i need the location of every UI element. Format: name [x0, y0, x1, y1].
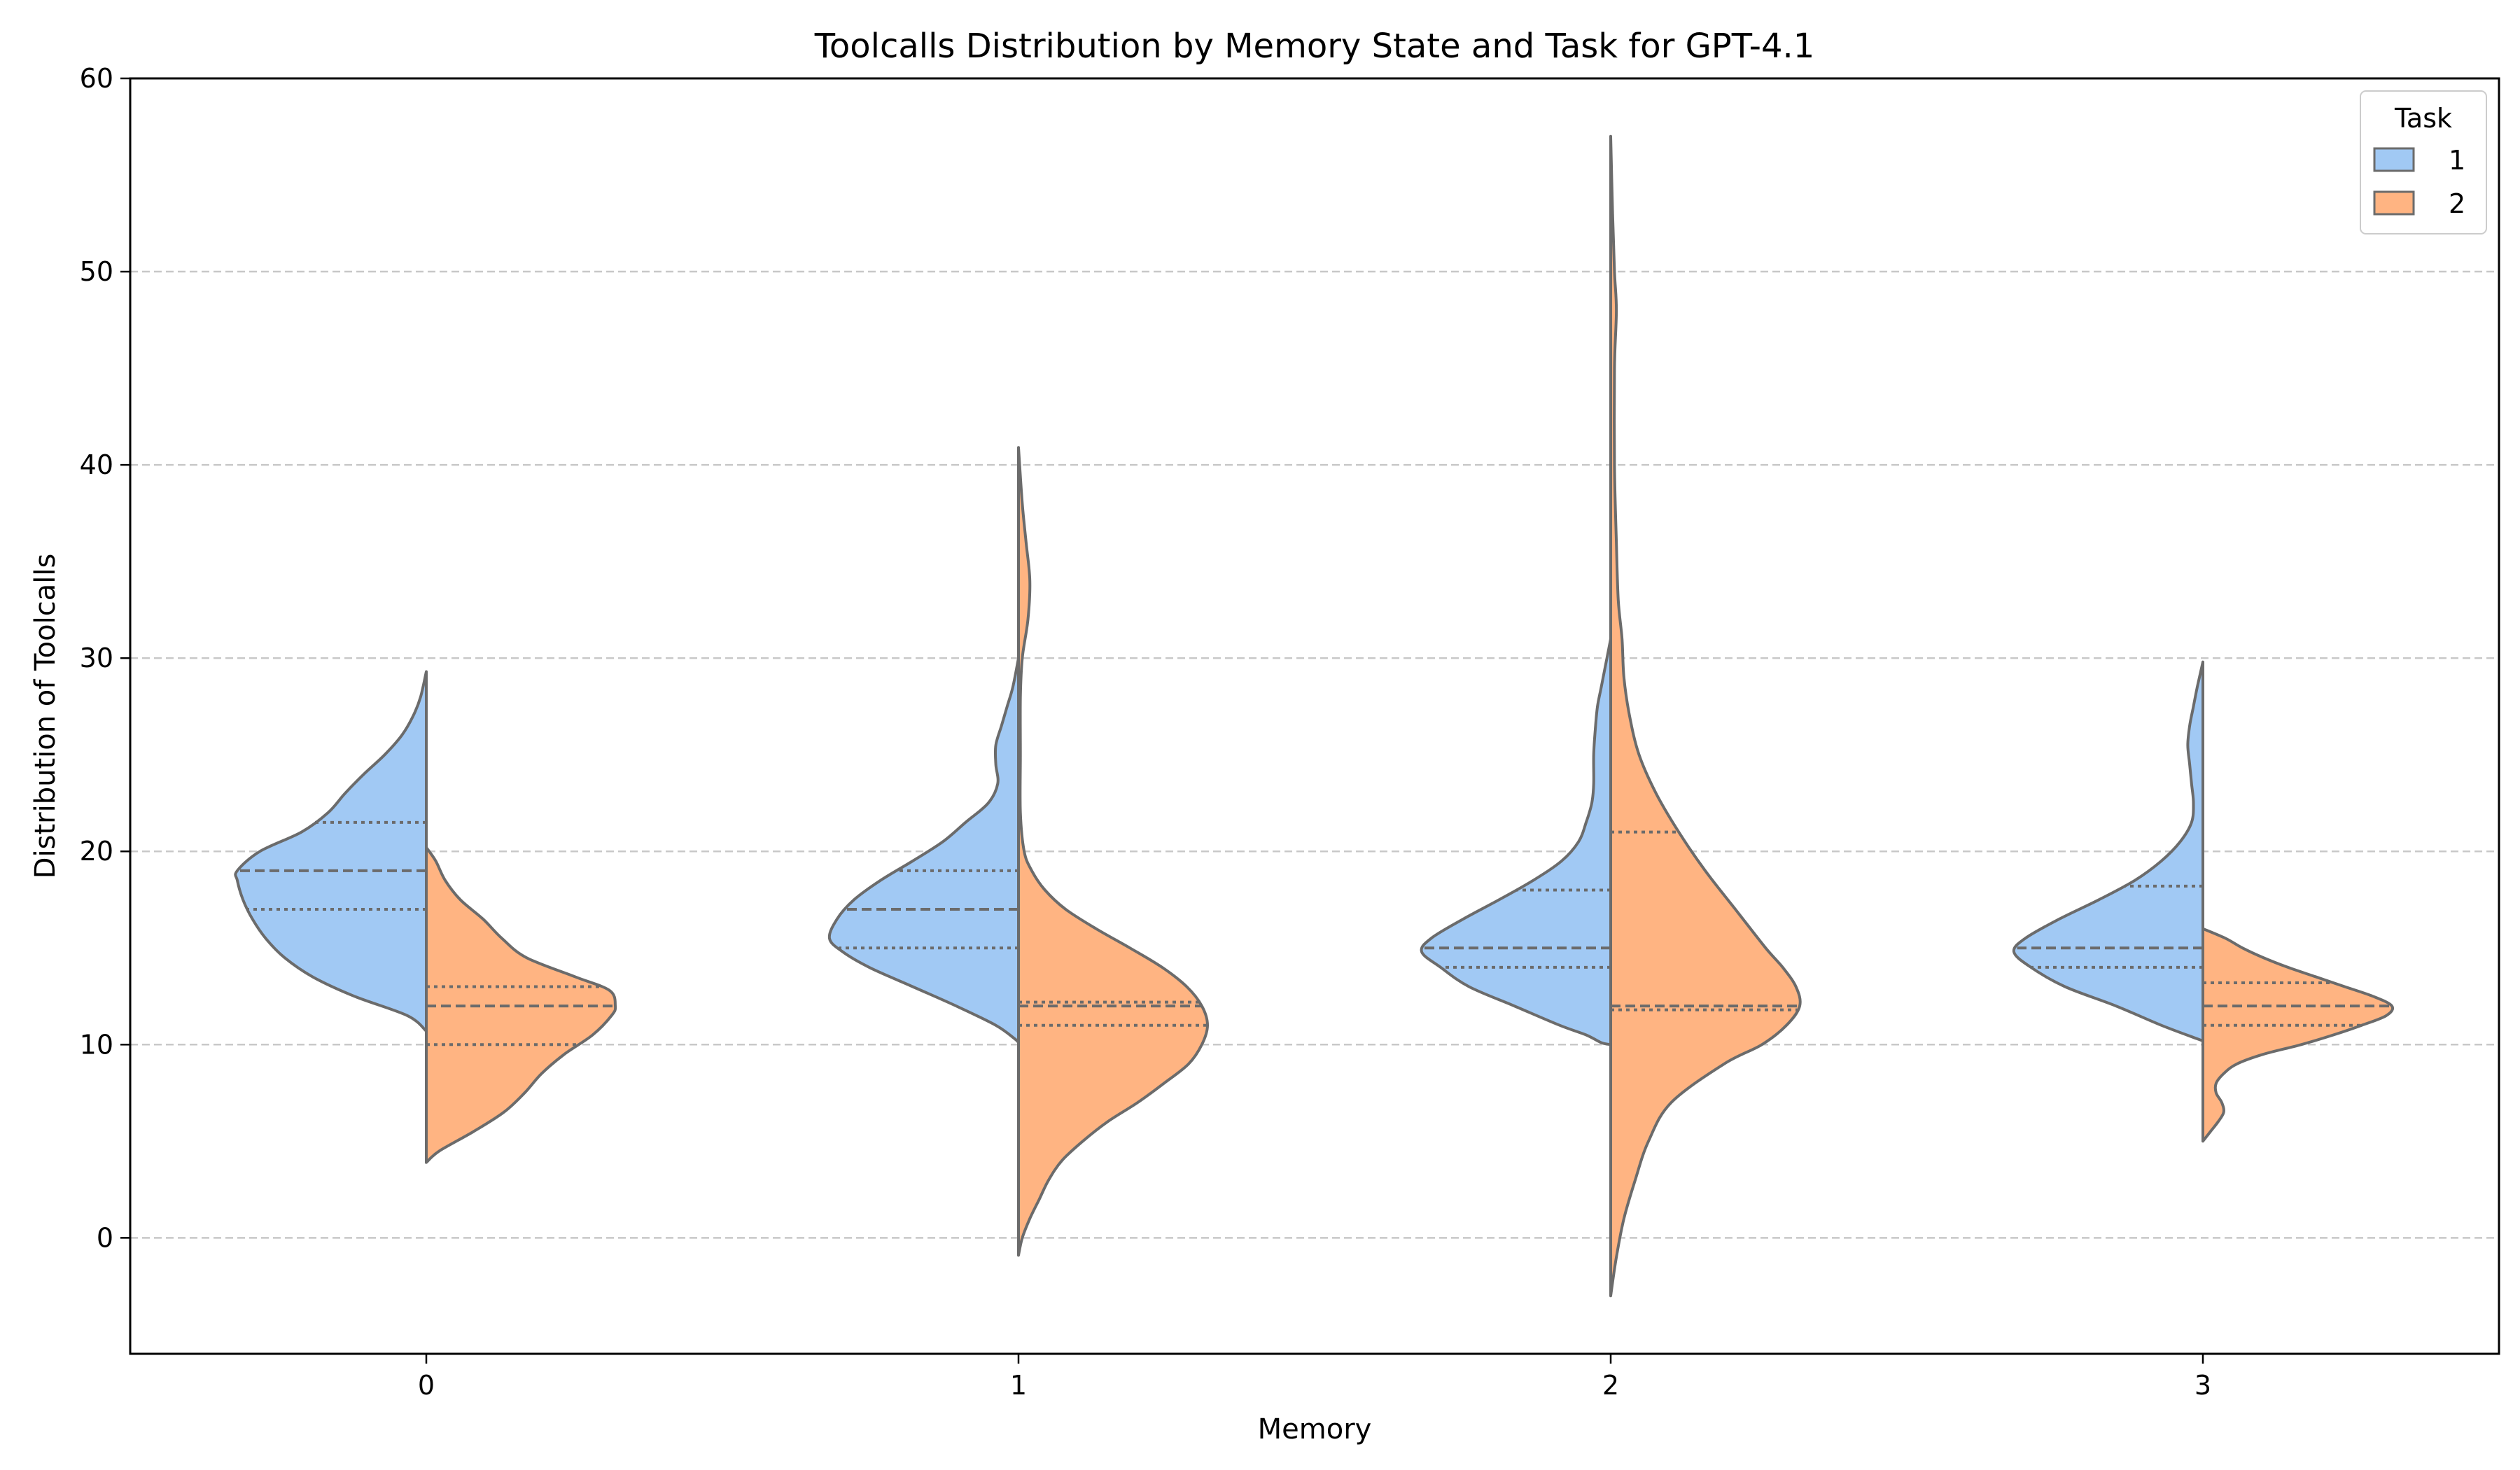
legend-label-task-1: 1: [2449, 145, 2465, 176]
legend: Task 1 2: [2360, 90, 2487, 234]
chart-title: Toolcalls Distribution by Memory State a…: [814, 27, 1815, 66]
violin-half-task-1-memory-3: [2012, 660, 2204, 1042]
x-tick-label: 2: [1602, 1370, 1619, 1401]
legend-swatch-task-1: [2373, 147, 2415, 172]
y-tick-label: 60: [80, 63, 113, 94]
x-tick-label: 0: [418, 1370, 435, 1401]
legend-title: Task: [2394, 103, 2452, 134]
y-axis-ticks: 0 10 20 30 40 50 60: [80, 63, 130, 1253]
y-tick-label: 20: [80, 836, 113, 867]
plot-frame: [129, 77, 2500, 1355]
legend-label-task-2: 2: [2449, 188, 2465, 219]
violins: [234, 134, 2395, 1298]
x-tick-label: 3: [2194, 1370, 2211, 1401]
y-tick-label: 40: [80, 449, 113, 480]
violin-half-task-1-memory-2: [1420, 637, 1612, 1046]
y-tick-label: 0: [97, 1222, 113, 1253]
x-axis-label: Memory: [1258, 1413, 1372, 1446]
legend-swatch-task-2: [2373, 190, 2415, 216]
y-axis-label: Distribution of Toolcalls: [29, 554, 62, 879]
violin-half-task-1-memory-0: [234, 670, 428, 1032]
x-tick-label: 1: [1010, 1370, 1027, 1401]
y-tick-label: 10: [80, 1029, 113, 1060]
violin-half-task-2-memory-1: [1017, 446, 1209, 1257]
y-tick-label: 30: [80, 643, 113, 673]
violin-half-task-1-memory-1: [827, 657, 1020, 1044]
y-tick-label: 50: [80, 256, 113, 287]
x-axis-ticks: 0 1 2 3: [418, 1354, 2211, 1401]
